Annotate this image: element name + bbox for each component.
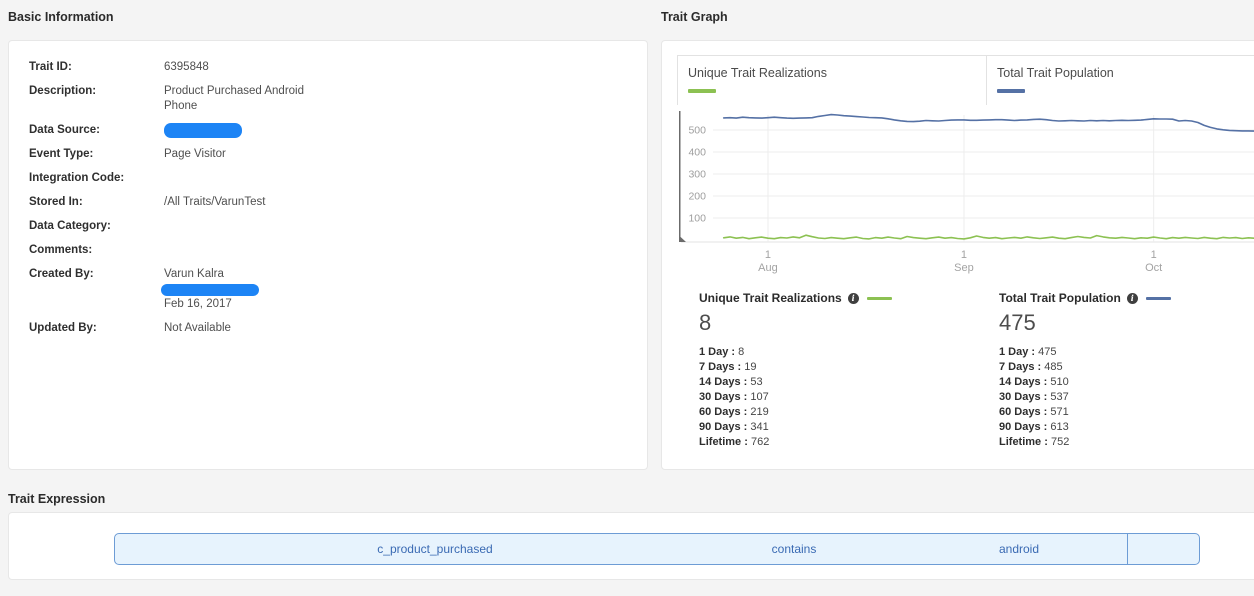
legend-color-bar-green <box>688 89 716 93</box>
field-label: Updated By: <box>29 322 97 334</box>
basic-information-card: Trait ID: 6395848 Description: Product Purc… <box>8 40 648 470</box>
expression-token-value: android <box>998 542 1040 556</box>
stat-title: Unique Trait Realizations <box>699 291 842 305</box>
stat-row: 14 Days : 510 <box>999 376 1069 388</box>
stats-unique-trait-realizations: Unique Trait Realizations i 8 1 Day : 8 7… <box>699 291 984 450</box>
expression-token-operator: contains <box>771 542 817 556</box>
trait-expression-rule: c_product_purchased contains android <box>114 533 1200 565</box>
redacted-text-bar <box>161 284 259 296</box>
svg-text:100: 100 <box>688 213 706 225</box>
field-row: Trait ID: 6395848 <box>29 60 647 75</box>
stat-current-value: 475 <box>999 310 1036 335</box>
series-line-unique-trait-realizations <box>722 234 1254 240</box>
svg-text:400: 400 <box>688 147 706 159</box>
legend-label: Total Trait Population <box>997 66 1114 80</box>
field-value: Product Purchased Android Phone <box>164 85 305 112</box>
trait-expression-title: Trait Expression <box>8 492 106 506</box>
series-line-total-trait-population <box>722 113 1254 132</box>
field-label: Stored In: <box>29 196 83 208</box>
stat-series-dash-green <box>866 296 892 300</box>
stat-rows: 1 Day : 475 7 Days : 485 14 Days : 510 30 D… <box>999 345 1254 450</box>
field-row: Data Source: <box>29 123 647 138</box>
svg-text:500: 500 <box>688 125 706 137</box>
stat-row: Lifetime : 762 <box>699 436 770 448</box>
stats-total-trait-population: Total Trait Population i 475 1 Day : 475… <box>999 291 1254 450</box>
field-row: Integration Code: <box>29 171 647 186</box>
info-icon[interactable]: i <box>847 292 859 304</box>
stat-row: 7 Days : 19 <box>699 361 757 373</box>
field-value: 6395848 <box>164 61 209 73</box>
field-value <box>164 123 242 138</box>
stat-row: Lifetime : 752 <box>999 436 1070 448</box>
field-label: Created By: <box>29 268 94 280</box>
field-label: Event Type: <box>29 148 94 160</box>
legend-unique-trait-realizations[interactable]: Unique Trait Realizations <box>678 56 987 105</box>
stat-rows: 1 Day : 8 7 Days : 19 14 Days : 53 30 Days … <box>699 345 984 450</box>
svg-text:300: 300 <box>688 169 706 181</box>
field-label: Integration Code: <box>29 172 125 184</box>
trait-graph-title: Trait Graph <box>661 10 728 24</box>
basic-information-fields: Trait ID: 6395848 Description: Product Purc… <box>29 60 647 336</box>
svg-text:200: 200 <box>688 191 706 203</box>
stat-row: 30 Days : 537 <box>999 391 1069 403</box>
stat-title: Total Trait Population <box>999 291 1121 305</box>
field-label: Data Category: <box>29 220 111 232</box>
stat-row: 60 Days : 219 <box>699 406 769 418</box>
stat-row: 1 Day : 475 <box>999 346 1057 358</box>
trait-expression-card: c_product_purchased contains android <box>8 512 1254 580</box>
basic-information-title: Basic Information <box>8 10 114 24</box>
field-row: Stored In: /All Traits/VarunTest <box>29 195 647 210</box>
field-value: Not Available <box>164 322 231 334</box>
field-label: Data Source: <box>29 124 100 136</box>
stat-series-dash-blue <box>1145 296 1171 300</box>
stat-row: 14 Days : 53 <box>699 376 763 388</box>
legend-color-bar-blue <box>997 89 1025 93</box>
info-icon[interactable]: i <box>1126 292 1138 304</box>
field-value: Varun Kalra Feb 16, 2017 <box>161 267 259 312</box>
field-row: Updated By: Not Available <box>29 321 647 336</box>
field-label: Comments: <box>29 244 93 256</box>
field-row: Data Category: <box>29 219 647 234</box>
expression-group-divider <box>1127 534 1128 564</box>
stat-row: 60 Days : 571 <box>999 406 1069 418</box>
trait-graph-card: Unique Trait Realizations Total Trait Po… <box>661 40 1254 470</box>
legend-label: Unique Trait Realizations <box>688 66 827 80</box>
svg-text:Oct: Oct <box>1145 262 1162 274</box>
legend-total-trait-population[interactable]: Total Trait Population <box>987 56 1254 105</box>
field-row: Description: Product Purchased Android Pho… <box>29 84 647 114</box>
svg-text:1: 1 <box>961 249 967 261</box>
stat-current-value: 8 <box>699 310 712 335</box>
stat-row: 90 Days : 613 <box>999 421 1069 433</box>
field-row: Created By: Varun Kalra Feb 16, 2017 <box>29 267 647 312</box>
field-label: Description: <box>29 85 97 97</box>
stat-row: 30 Days : 107 <box>699 391 769 403</box>
stat-row: 1 Day : 8 <box>699 346 745 358</box>
svg-text:1: 1 <box>765 249 771 261</box>
field-row: Event Type: Page Visitor <box>29 147 647 162</box>
field-value: /All Traits/VarunTest <box>164 196 266 208</box>
redacted-text-bar <box>164 123 242 138</box>
svg-text:1: 1 <box>1151 249 1157 261</box>
svg-text:Sep: Sep <box>954 262 974 274</box>
svg-text:Aug: Aug <box>758 262 778 274</box>
field-label: Trait ID: <box>29 61 72 73</box>
stat-row: 90 Days : 341 <box>699 421 769 433</box>
expression-token-key: c_product_purchased <box>377 542 493 556</box>
field-value: Page Visitor <box>164 148 226 160</box>
stat-row: 7 Days : 485 <box>999 361 1063 373</box>
chart-legend: Unique Trait Realizations Total Trait Po… <box>677 55 1254 105</box>
field-row: Comments: <box>29 243 647 258</box>
